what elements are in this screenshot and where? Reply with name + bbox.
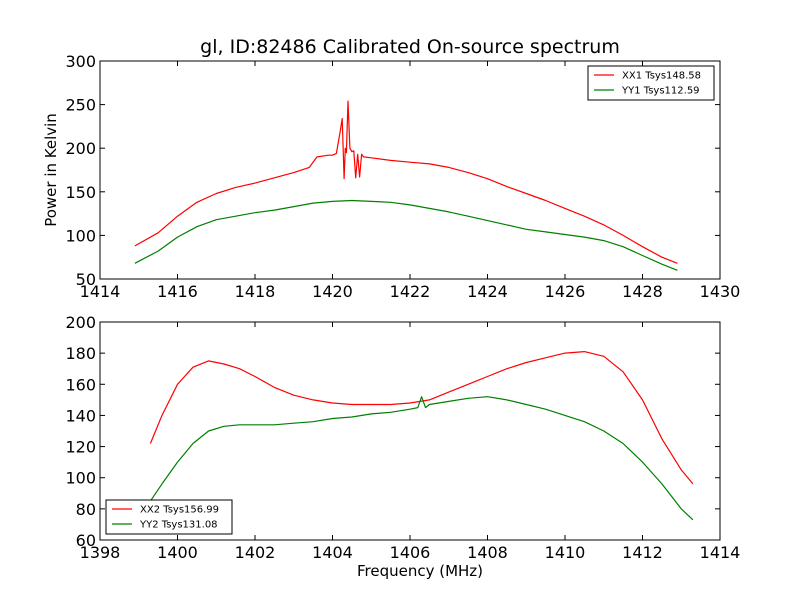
x-tick-label: 1406 bbox=[390, 543, 431, 562]
y-tick-label: 300 bbox=[65, 52, 96, 71]
legend-label: XX2 Tsys156.99 bbox=[140, 505, 219, 516]
y-tick-label: 80 bbox=[76, 500, 96, 519]
legend-box bbox=[105, 499, 233, 535]
legend-label: YY1 Tsys112.59 bbox=[621, 86, 700, 97]
y-tick-label: 180 bbox=[65, 344, 96, 363]
x-tick-label: 1430 bbox=[700, 282, 741, 301]
y-tick-label: 120 bbox=[65, 438, 96, 457]
legend-box bbox=[587, 65, 715, 101]
x-tick-label: 1410 bbox=[545, 543, 586, 562]
bottom-plot: 1398 1400 1402 1404 1406 1408 1410 1412 1414 60 80… bbox=[65, 313, 740, 580]
x-tick-label: 1400 bbox=[157, 543, 198, 562]
top-plot: 1414 1416 1418 1420 1422 1424 1426 1428 1430 50 10… bbox=[42, 52, 740, 301]
x-tick-label: 1404 bbox=[312, 543, 353, 562]
x-tick-label: 1402 bbox=[235, 543, 276, 562]
x-tick-label: 1420 bbox=[312, 282, 353, 301]
x-axis-label: Frequency (MHz) bbox=[357, 562, 483, 580]
legend-label: YY2 Tsys131.08 bbox=[139, 520, 218, 531]
legend: XX1 Tsys148.58 YY1 Tsys112.59 bbox=[587, 65, 715, 101]
series-line-xx2 bbox=[149, 351, 694, 485]
y-tick-label: 140 bbox=[65, 406, 96, 425]
x-tick-label: 1412 bbox=[622, 543, 663, 562]
series-line-yy2 bbox=[149, 396, 694, 521]
series-line-xx1 bbox=[134, 100, 678, 264]
y-tick-label: 100 bbox=[65, 469, 96, 488]
y-tick-label: 150 bbox=[65, 183, 96, 202]
x-tick-label: 1422 bbox=[390, 282, 431, 301]
legend: XX2 Tsys156.99 YY2 Tsys131.08 bbox=[105, 499, 233, 535]
y-axis-label: Power in Kelvin bbox=[42, 113, 60, 227]
chart-title: gl, ID:82486 Calibrated On-source spectr… bbox=[200, 36, 620, 58]
x-tick-label: 1428 bbox=[622, 282, 663, 301]
x-tick-label: 1414 bbox=[80, 282, 121, 301]
y-tick-label: 200 bbox=[65, 139, 96, 158]
x-tick-label: 1424 bbox=[467, 282, 508, 301]
legend-label: XX1 Tsys148.58 bbox=[622, 71, 701, 82]
x-tick-label: 1418 bbox=[235, 282, 276, 301]
x-tick-label: 1398 bbox=[80, 543, 121, 562]
y-tick-label: 160 bbox=[65, 375, 96, 394]
y-tick-label: 200 bbox=[65, 313, 96, 332]
x-tick-label: 1414 bbox=[700, 543, 741, 562]
y-tick-label: 250 bbox=[65, 96, 96, 115]
x-tick-label: 1426 bbox=[545, 282, 586, 301]
y-tick-label: 50 bbox=[76, 270, 96, 289]
x-tick-label: 1416 bbox=[157, 282, 198, 301]
x-tick-label: 1408 bbox=[467, 543, 508, 562]
y-tick-label: 60 bbox=[76, 531, 96, 550]
series-line-yy1 bbox=[134, 199, 678, 271]
y-tick-label: 100 bbox=[65, 226, 96, 245]
